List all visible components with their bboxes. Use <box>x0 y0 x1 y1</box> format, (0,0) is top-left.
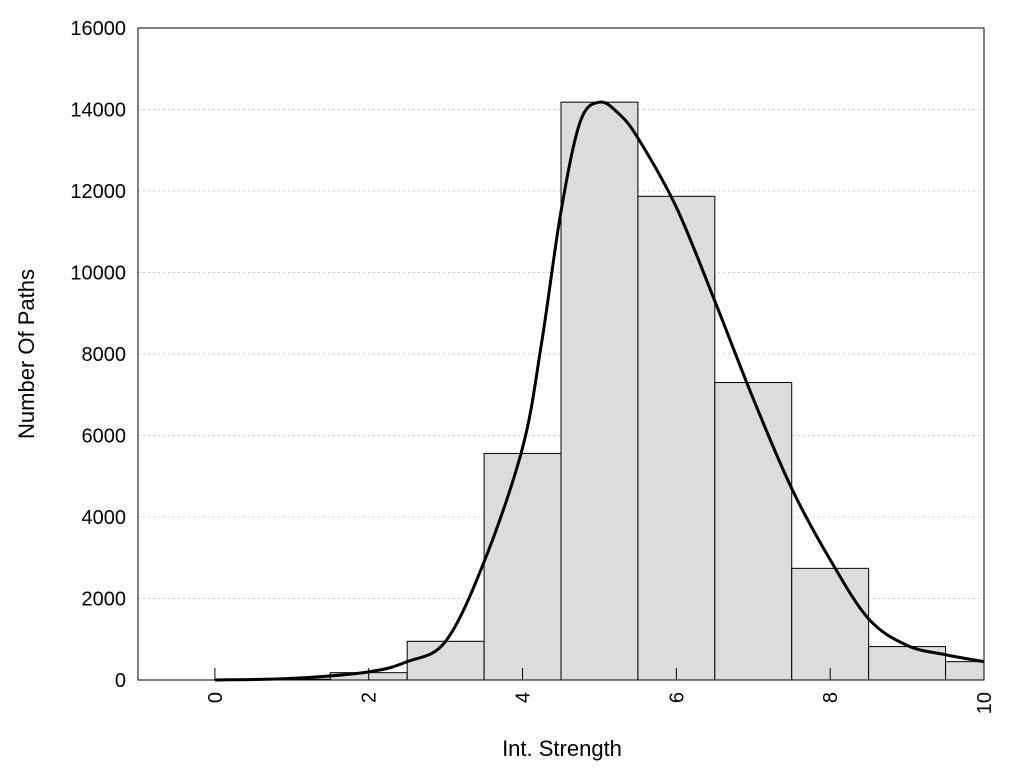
histogram-bar <box>406 640 485 681</box>
histogram-bar <box>791 567 870 681</box>
histogram-bar <box>637 195 716 681</box>
plot-frame <box>137 27 985 681</box>
y-axis-ticks: 0 2000 4000 6000 8000 10000 12000 14000 16000 <box>70 18 126 692</box>
x-tick-label: 0 <box>205 692 227 703</box>
histogram-bar <box>483 452 562 681</box>
y-tick-label: 10000 <box>70 263 126 285</box>
grid-lines <box>138 109 984 599</box>
y-tick-label: 0 <box>115 670 126 692</box>
x-tick-label: 2 <box>359 692 381 703</box>
x-tick-label: 8 <box>820 692 842 703</box>
x-axis-title: Int. Strength <box>502 736 622 761</box>
x-tick-label: 4 <box>513 692 535 703</box>
x-axis-ticks: 0 2 4 6 8 10 <box>205 668 996 714</box>
histogram-bars <box>252 101 985 681</box>
y-tick-label: 2000 <box>82 589 127 611</box>
y-tick-label: 6000 <box>82 426 127 448</box>
histogram-bar <box>560 101 639 681</box>
density-curve <box>214 100 985 682</box>
y-tick-label: 4000 <box>82 507 127 529</box>
x-tick-label: 6 <box>666 692 688 703</box>
y-axis-title: Number Of Paths <box>14 269 39 439</box>
histogram-bar <box>945 661 985 681</box>
density-curve-layer <box>214 100 985 682</box>
y-tick-label: 16000 <box>70 18 126 40</box>
y-tick-label: 14000 <box>70 100 126 122</box>
x-tick-label: 10 <box>974 692 996 714</box>
histogram-bar <box>714 382 793 681</box>
y-tick-label: 12000 <box>70 181 126 203</box>
y-tick-label: 8000 <box>82 344 127 366</box>
